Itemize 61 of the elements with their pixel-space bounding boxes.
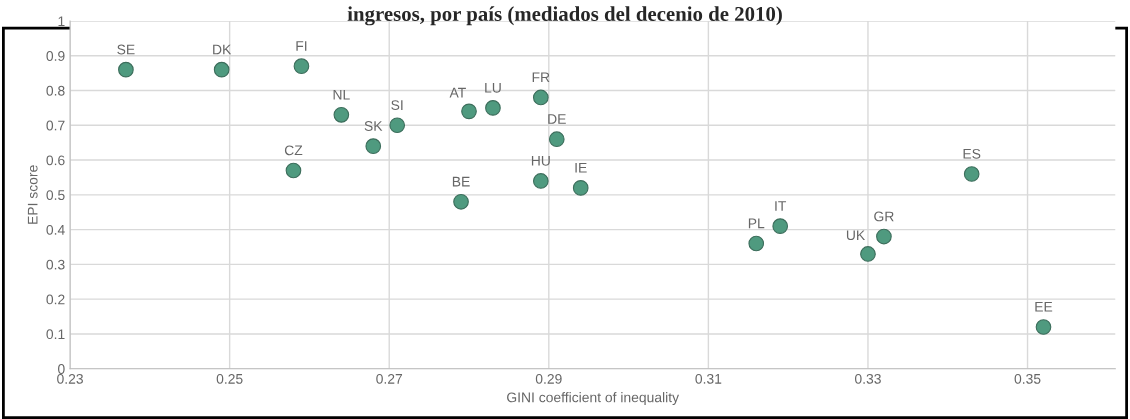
point (963, 166, 980, 182)
annotation: ES (963, 148, 981, 159)
point (572, 180, 589, 196)
point (118, 61, 134, 78)
y-axis-title: EPI score (27, 165, 38, 224)
x-tick-label: 0.23 (57, 373, 83, 384)
y-tick-label: 0.4 (46, 224, 65, 235)
point (389, 117, 406, 134)
y-tick-label: 0.8 (46, 85, 65, 96)
point (860, 246, 876, 262)
point (1035, 319, 1052, 335)
annotation: SI (391, 100, 403, 111)
annotation: NL (333, 89, 350, 100)
point (485, 100, 501, 116)
x-tick-label: 0.35 (1014, 373, 1041, 384)
annotation: AT (449, 87, 466, 98)
annotation: UK (846, 230, 866, 241)
point (333, 107, 350, 123)
y-tick-label: 0.6 (46, 155, 65, 166)
annotation: SK (364, 121, 383, 131)
annotation: CZ (284, 145, 303, 156)
annotation: IE (575, 162, 587, 173)
point (461, 103, 477, 120)
point (772, 218, 789, 234)
point (365, 138, 382, 154)
annotation: BE (452, 176, 470, 187)
annotation: SE (117, 44, 135, 55)
y-tick-label: 0.3 (46, 259, 65, 270)
x-tick-label: 0.31 (695, 373, 722, 384)
annotation: FI (296, 41, 307, 51)
x-tick-label: 0.25 (216, 373, 243, 384)
annotation: HU (531, 155, 550, 166)
point (453, 193, 469, 210)
point (532, 89, 549, 106)
annotation: PL (748, 218, 765, 229)
point (293, 58, 310, 74)
x-tick-label: 0.33 (854, 373, 881, 384)
point (748, 235, 765, 252)
y-tick-label: 1 (58, 16, 65, 26)
y-tick-label: 0.7 (46, 120, 65, 131)
y-tick-label: 0.2 (46, 294, 65, 305)
annotation: EE (1035, 302, 1053, 312)
point (213, 61, 230, 78)
annotation: GR (874, 211, 894, 222)
annotation: IT (775, 201, 787, 211)
x-tick-label: 0.29 (535, 373, 562, 384)
annotation: DK (213, 44, 232, 55)
point (876, 228, 892, 245)
point (532, 173, 549, 189)
annotation: LU (485, 82, 501, 93)
annotation: FR (532, 72, 550, 83)
x-tick-label: 0.27 (376, 373, 403, 384)
y-tick-label: 0 (58, 364, 65, 374)
y-tick-label: 0.1 (46, 329, 65, 340)
point (285, 162, 302, 179)
annotation: DE (548, 114, 566, 124)
x-axis-title: GINI coefficient of inequality (507, 392, 680, 406)
y-tick-label: 0.9 (46, 51, 65, 61)
chart-title: ingresos, por país (mediados del decenio de 2010) (347, 6, 782, 26)
y-tick-label: 0.5 (46, 190, 65, 200)
point (548, 131, 565, 148)
